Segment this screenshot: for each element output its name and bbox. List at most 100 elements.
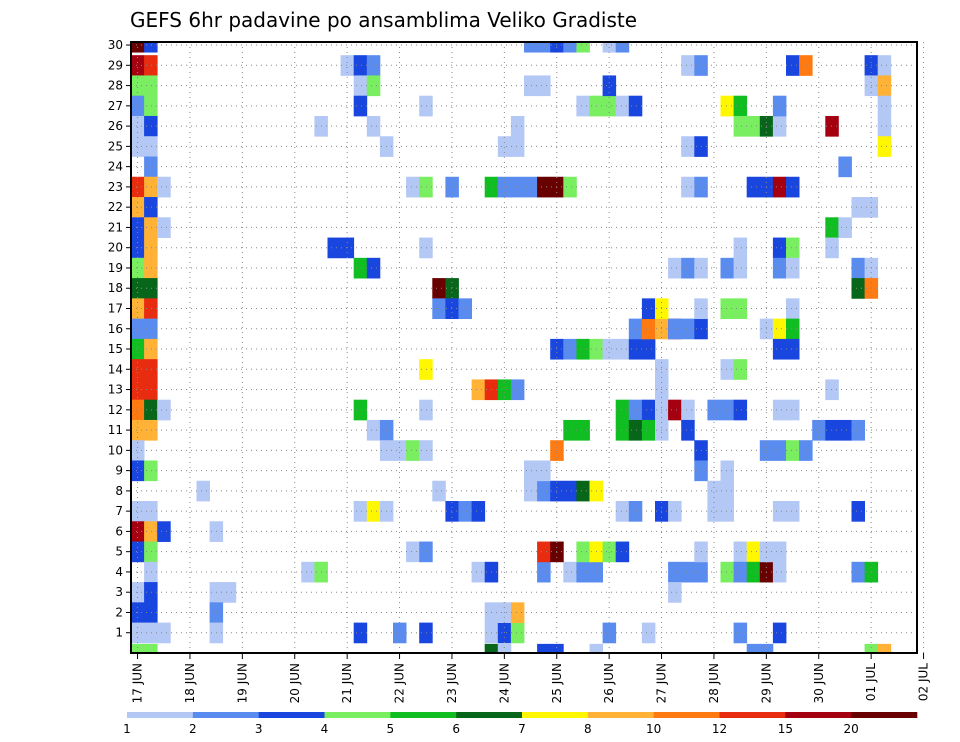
heatmap-cell — [602, 75, 617, 97]
heatmap-cell — [576, 561, 590, 583]
heatmap-cell — [419, 237, 433, 259]
heatmap-cell — [196, 480, 210, 502]
heatmap-cell — [786, 257, 800, 279]
heatmap-cell — [838, 419, 852, 441]
colorbar-swatch — [851, 712, 918, 718]
x-tick-label: 17 JUN — [131, 663, 145, 703]
heatmap-cell — [772, 338, 787, 360]
heatmap-cell — [144, 75, 158, 97]
x-tick-label: 28 JUN — [707, 663, 721, 703]
heatmap-cell — [772, 237, 787, 259]
x-tick-label: 18 JUN — [183, 663, 197, 703]
heatmap-cell — [681, 257, 695, 279]
heatmap-cell — [772, 622, 787, 644]
heatmap-cell — [524, 480, 538, 502]
heatmap-cell — [563, 176, 577, 198]
colorbar-swatch — [522, 712, 589, 718]
colorbar-label: 1 — [123, 722, 131, 736]
heatmap-cell — [759, 643, 774, 654]
heatmap-cell — [366, 75, 381, 97]
heatmap-cell — [510, 622, 525, 644]
y-tick-label: 3 — [115, 585, 123, 599]
heatmap-cell — [144, 318, 158, 340]
heatmap-cell — [131, 440, 145, 461]
heatmap-cell — [681, 399, 695, 421]
colorbar-swatch — [390, 712, 457, 718]
heatmap-cell — [222, 582, 237, 603]
heatmap-cell — [537, 42, 551, 53]
heatmap-cell — [786, 298, 800, 320]
x-tick-label: 25 JUN — [550, 663, 564, 703]
heatmap-cell — [877, 115, 892, 137]
heatmap-cell — [144, 419, 158, 441]
heatmap-cell — [366, 501, 381, 522]
heatmap-cell — [366, 115, 381, 137]
heatmap-cell — [131, 359, 145, 380]
y-tick-label: 6 — [115, 524, 123, 538]
colorbar-label: 3 — [255, 722, 263, 736]
heatmap-cell — [144, 115, 158, 137]
x-tick-label: 19 JUN — [235, 663, 249, 703]
heatmap-cell — [497, 136, 512, 157]
heatmap-cell — [825, 115, 839, 137]
heatmap-cell — [668, 257, 682, 279]
y-tick-label: 1 — [115, 626, 123, 640]
heatmap-cell — [877, 643, 892, 654]
colorbar-label: 15 — [778, 722, 793, 736]
heatmap-cell — [772, 501, 787, 522]
heatmap-cell — [628, 399, 643, 421]
heatmap-cell — [851, 197, 865, 218]
heatmap-cell — [851, 278, 865, 299]
heatmap-cell — [681, 419, 695, 441]
heatmap-cell — [772, 257, 787, 279]
heatmap-cell — [877, 95, 892, 117]
heatmap-cell — [366, 55, 381, 76]
colorbar-swatch — [719, 712, 786, 718]
y-tick-label: 29 — [108, 58, 123, 72]
heatmap-cell — [733, 115, 748, 137]
heatmap-cell — [733, 541, 748, 563]
heatmap-cell — [786, 318, 800, 340]
heatmap-cell — [419, 541, 433, 563]
heatmap-cell — [851, 561, 865, 583]
heatmap-cell — [786, 399, 800, 421]
heatmap-cell — [615, 501, 630, 522]
heatmap-cell — [786, 55, 800, 76]
x-axis: 17 JUN 18 JUN 19 JUN 20 JUN 21 JUN 22 JUN 23 J… — [131, 653, 931, 703]
heatmap-cell — [615, 42, 630, 53]
heatmap-cell — [602, 541, 617, 563]
colorbar-swatch — [587, 712, 654, 718]
y-tick-label: 5 — [115, 545, 123, 559]
heatmap-cell — [340, 55, 355, 76]
heatmap-cell — [393, 440, 407, 461]
y-tick-label: 24 — [108, 160, 123, 174]
heatmap-cell — [615, 338, 630, 360]
plot-frame — [130, 41, 918, 654]
heatmap-cell — [668, 582, 682, 603]
heatmap-cell — [563, 561, 577, 583]
heatmap-cell — [720, 561, 734, 583]
heatmap-cell — [772, 95, 787, 117]
y-tick-label: 2 — [115, 605, 123, 619]
heatmap-cell — [641, 298, 656, 320]
y-tick-label: 13 — [108, 383, 123, 397]
heatmap-cell — [131, 115, 145, 137]
heatmap-cell — [144, 298, 158, 320]
heatmap-cell — [144, 379, 158, 401]
heatmap-cell — [524, 176, 538, 198]
heatmap-cell — [406, 176, 420, 198]
heatmap-cell — [144, 521, 158, 542]
heatmap-cell — [733, 95, 748, 117]
x-tick-label: 01 JUL — [864, 663, 878, 701]
y-tick-label: 12 — [108, 403, 123, 417]
heatmap-cell — [419, 359, 433, 380]
heatmap-cell — [537, 643, 551, 654]
heatmap-cell — [144, 278, 158, 299]
heatmap-cell — [720, 257, 734, 279]
colorbar-label: 20 — [844, 722, 859, 736]
y-tick-label: 19 — [108, 261, 123, 275]
heatmap-cell — [641, 318, 656, 340]
colorbar-swatch — [653, 712, 720, 718]
heatmap-cell — [589, 643, 603, 654]
heatmap-cell — [838, 217, 852, 238]
